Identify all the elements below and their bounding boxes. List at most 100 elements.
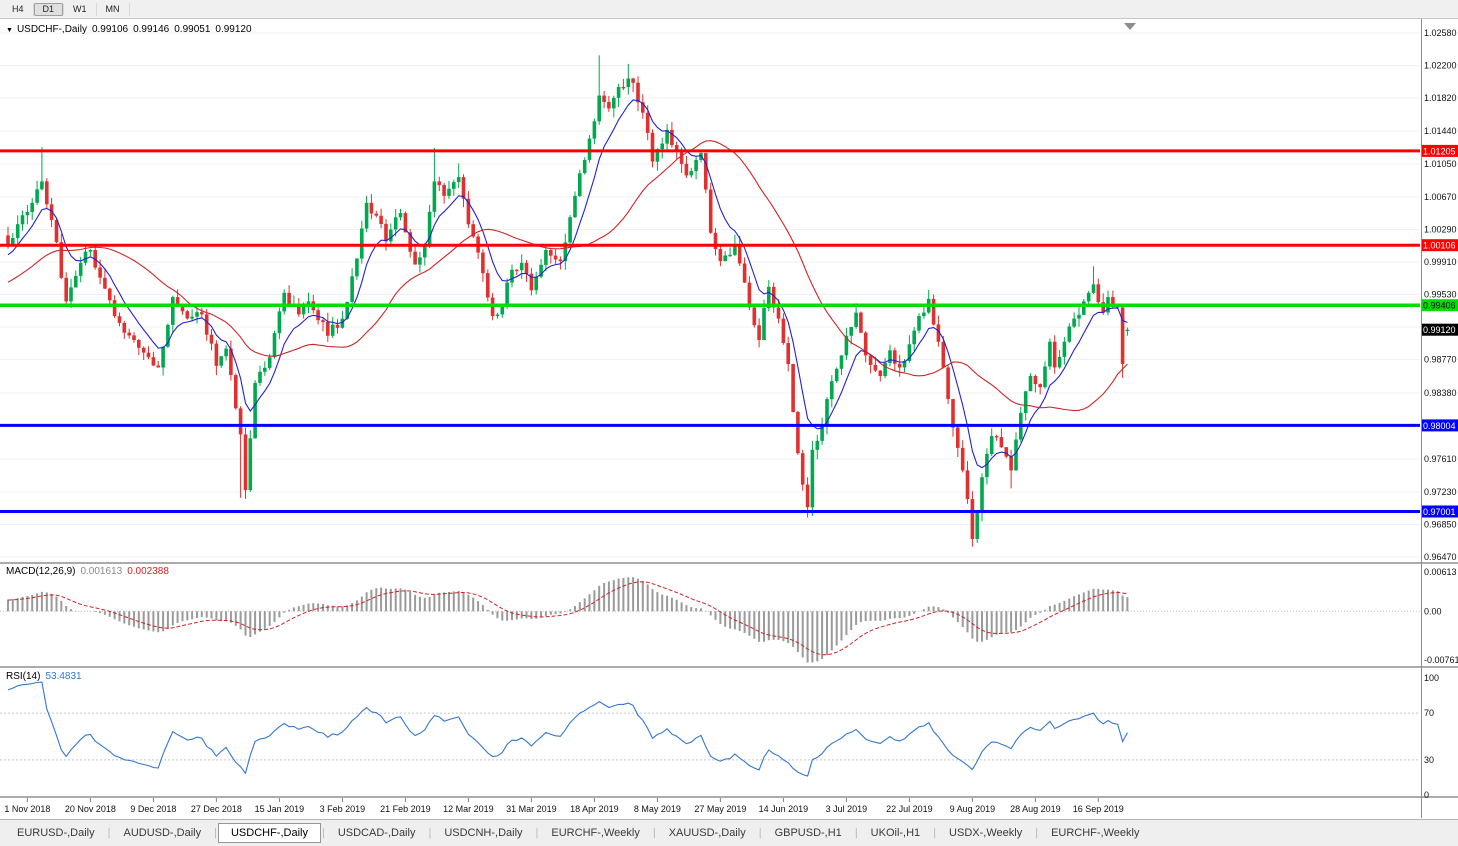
timeframe-toolbar: H4 D1 W1 MN	[0, 0, 1458, 19]
svg-text:0.96470: 0.96470	[1424, 552, 1457, 562]
ohlc-close: 0.99120	[215, 24, 252, 35]
chart-tab-10-eurchfweekly[interactable]: EURCHF-,Weekly	[1051, 827, 1140, 839]
ohlc-low: 0.99051	[174, 24, 211, 35]
timeframe-button-d1[interactable]: D1	[33, 2, 65, 16]
svg-text:18 Apr 2019: 18 Apr 2019	[570, 804, 619, 814]
svg-text:1.00106: 1.00106	[1423, 241, 1456, 251]
svg-text:0.97001: 0.97001	[1423, 507, 1456, 517]
chart-tab-0-eurusddaily[interactable]: EURUSD-,Daily	[17, 827, 95, 839]
panel-separator[interactable]	[0, 562, 1458, 564]
macd-value-main: 0.001613	[80, 566, 123, 577]
ohlc-open: 0.99106	[91, 24, 129, 35]
candlesticks	[6, 55, 1130, 547]
timeframe-button-w1[interactable]: W1	[64, 2, 97, 16]
svg-text:16 Sep 2019: 16 Sep 2019	[1073, 804, 1124, 814]
chart-tab-1-audusddaily[interactable]: AUDUSD-,Daily	[123, 827, 202, 839]
svg-text:9 Dec 2018: 9 Dec 2018	[130, 804, 176, 814]
svg-text:0.99120: 0.99120	[1423, 325, 1456, 335]
price-axis-labels: 1.02580 1.02200 1.01820 1.01440 1.01050 1.006…	[1424, 28, 1457, 562]
svg-text:0.98770: 0.98770	[1424, 355, 1457, 365]
chart-title: ▼ USDCHF-,Daily 0.99106 0.99146 0.99051 0.991…	[6, 24, 252, 35]
svg-text:0: 0	[1424, 790, 1429, 800]
chart-tab-5-eurchfweekly[interactable]: EURCHF-,Weekly	[551, 827, 640, 839]
chart-tabs-bar: EURUSD-,Daily | AUDUSD-,Daily | USDCHF-,Dail…	[0, 819, 1458, 846]
svg-text:21 Feb 2019: 21 Feb 2019	[380, 804, 431, 814]
rsi-line	[7, 681, 1128, 777]
svg-text:9 Aug 2019: 9 Aug 2019	[950, 804, 996, 814]
rsi-indicator: 100 70 30 0	[0, 673, 1439, 800]
macd-value-signal: 0.002388	[127, 566, 169, 577]
tab-separator: |	[214, 827, 217, 839]
svg-text:0.99910: 0.99910	[1424, 257, 1457, 267]
tab-separator: |	[535, 827, 539, 839]
chart-title-symbol: USDCHF-,Daily	[16, 24, 87, 35]
macd-indicator-label: MACD(12,26,9) 0.001613 0.002388	[6, 566, 169, 577]
svg-text:1.01050: 1.01050	[1424, 159, 1457, 169]
svg-text:22 Jul 2019: 22 Jul 2019	[886, 804, 933, 814]
date-axis[interactable]: 1 Nov 2018 20 Nov 2018 9 Dec 2018 27 Dec 20…	[4, 798, 1124, 814]
chart-tab-4-usdcnhdaily[interactable]: USDCNH-,Daily	[444, 827, 523, 839]
current-price-tag: 0.99120	[1421, 323, 1458, 336]
svg-text:1.00670: 1.00670	[1424, 192, 1457, 202]
svg-text:0.97610: 0.97610	[1424, 454, 1457, 464]
chart-tab-9-usdxweekly[interactable]: USDX-,Weekly	[949, 827, 1023, 839]
tab-separator: |	[107, 827, 111, 839]
chart-tab-2-usdchfdaily[interactable]: USDCHF-,Daily	[217, 823, 321, 843]
svg-text:1.02580: 1.02580	[1424, 28, 1457, 38]
tab-separator: |	[321, 827, 325, 839]
svg-text:14 Jun 2019: 14 Jun 2019	[759, 804, 809, 814]
svg-text:1.01440: 1.01440	[1424, 126, 1457, 136]
timeframe-button-mn[interactable]: MN	[97, 2, 130, 16]
tab-separator: |	[933, 827, 937, 839]
chart-tab-6-xauusddaily[interactable]: XAUUSD-,Daily	[668, 827, 746, 839]
chart-shift-marker[interactable]	[1124, 23, 1136, 30]
rsi-label-name: RSI(14)	[6, 671, 41, 682]
svg-text:3 Jul 2019: 3 Jul 2019	[826, 804, 868, 814]
svg-text:1.00290: 1.00290	[1424, 224, 1457, 234]
tab-separator: |	[428, 827, 432, 839]
tab-separator: |	[1035, 827, 1039, 839]
svg-text:27 May 2019: 27 May 2019	[694, 804, 746, 814]
panel-separator[interactable]	[0, 796, 1458, 798]
svg-text:100: 100	[1424, 673, 1439, 683]
svg-text:0.98380: 0.98380	[1424, 388, 1457, 398]
svg-text:28 Aug 2019: 28 Aug 2019	[1010, 804, 1061, 814]
svg-text:1 Nov 2018: 1 Nov 2018	[4, 804, 50, 814]
svg-text:30: 30	[1424, 755, 1434, 765]
macd-label-name: MACD(12,26,9)	[6, 566, 76, 577]
horizontal-level-lines[interactable]: 1.01205 1.00106 0.99406 0.98004 0.97001	[0, 144, 1458, 518]
svg-text:0.98004: 0.98004	[1423, 421, 1456, 431]
timeframe-button-h4[interactable]: H4	[3, 2, 34, 16]
chart-tab-7-gbpusdh1[interactable]: GBPUSD-,H1	[774, 827, 842, 839]
rsi-value: 53.4831	[45, 671, 82, 682]
tab-separator: |	[758, 827, 762, 839]
svg-text:0.00: 0.00	[1424, 606, 1442, 616]
chart-tab-3-usdcaddaily[interactable]: USDCAD-,Daily	[337, 827, 416, 839]
svg-text:27 Dec 2018: 27 Dec 2018	[191, 804, 242, 814]
svg-text:20 Nov 2018: 20 Nov 2018	[65, 804, 116, 814]
ohlc-high: 0.99146	[133, 24, 170, 35]
svg-text:0.97230: 0.97230	[1424, 487, 1457, 497]
svg-text:0.99530: 0.99530	[1424, 290, 1457, 300]
macd-signal-line	[7, 581, 1128, 656]
panel-separator[interactable]	[0, 666, 1458, 668]
svg-text:31 Mar 2019: 31 Mar 2019	[506, 804, 557, 814]
svg-text:-0.00761: -0.00761	[1424, 655, 1458, 665]
svg-text:8 May 2019: 8 May 2019	[634, 804, 681, 814]
svg-text:1.01820: 1.01820	[1424, 93, 1457, 103]
macd-indicator: 0.00613 0.00 -0.00761	[0, 567, 1458, 665]
svg-text:1.01205: 1.01205	[1423, 146, 1456, 156]
chart-background	[0, 19, 1458, 818]
svg-text:0.96850: 0.96850	[1424, 519, 1457, 529]
tab-separator: |	[652, 827, 656, 839]
tab-separator: |	[854, 827, 858, 839]
chart-tab-8-ukoilh1[interactable]: UKOil-,H1	[870, 827, 921, 839]
rsi-indicator-label: RSI(14) 53.4831	[6, 671, 82, 682]
svg-text:70: 70	[1424, 708, 1434, 718]
svg-text:12 Mar 2019: 12 Mar 2019	[443, 804, 494, 814]
chart-menu-icon[interactable]: ▼	[6, 27, 13, 34]
svg-text:0.99406: 0.99406	[1423, 301, 1456, 311]
svg-text:3 Feb 2019: 3 Feb 2019	[320, 804, 366, 814]
